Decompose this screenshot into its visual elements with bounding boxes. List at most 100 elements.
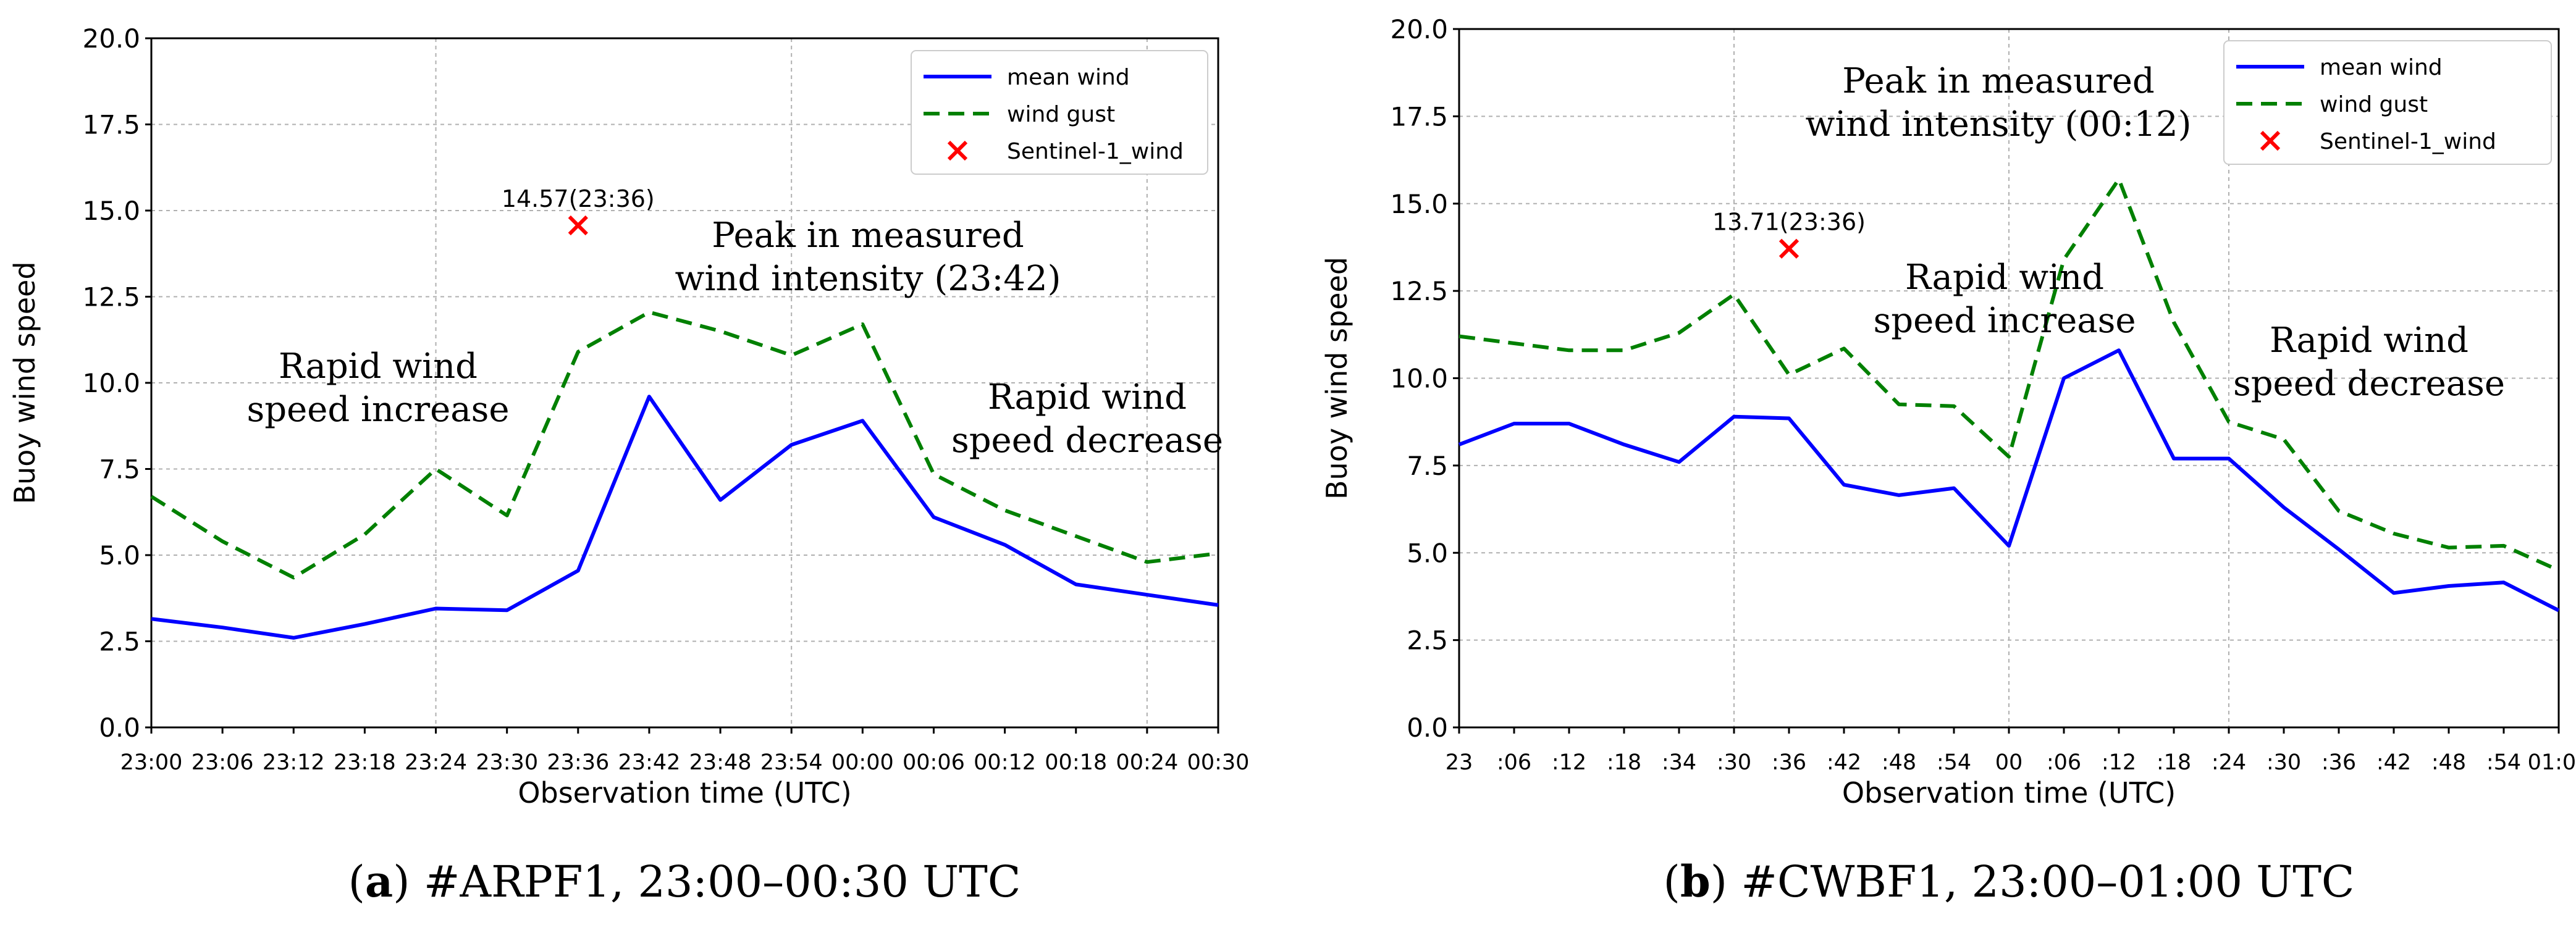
y-tick-label: 0.0 — [1407, 713, 1448, 743]
y-axis-label: Buoy wind speed — [8, 261, 41, 504]
x-tick-label: 23:18 — [334, 750, 396, 775]
x-tick-label: 23:30 — [476, 750, 538, 775]
legend-label: mean wind — [1007, 65, 1130, 90]
y-tick-label: 20.0 — [82, 23, 140, 54]
annotation-text: Rapid wind — [1905, 257, 2104, 298]
x-tick-label: 23:06 — [192, 750, 254, 775]
y-tick-label: 7.5 — [99, 454, 140, 485]
x-tick-label: 00:06 — [903, 750, 965, 775]
x-tick-label: :36 — [1772, 750, 1806, 775]
legend: mean wind wind gust Sentinel-1_wind — [911, 50, 1208, 175]
caption-text: #CWBF1, 23:00–01:00 UTC — [1727, 856, 2354, 907]
y-tick-label: 17.5 — [82, 110, 140, 140]
x-tick-label: 00:12 — [974, 750, 1036, 775]
x-tick-label: :34 — [1662, 750, 1696, 775]
x-axis-label: Observation time (UTC) — [1842, 776, 2176, 810]
legend-marker-swatch — [2260, 130, 2281, 151]
x-tick-label: 23:48 — [689, 750, 752, 775]
marker-value-label: 14.57(23:36) — [502, 185, 655, 212]
x-tick-label: 01:00 — [2528, 750, 2576, 775]
x-tick-label: :18 — [1607, 750, 1641, 775]
x-tick-label: 00:18 — [1045, 750, 1107, 775]
legend-label: Sentinel-1_wind — [1007, 139, 1184, 164]
y-axis-label: Buoy wind speed — [1320, 257, 1353, 500]
legend-label: wind gust — [2320, 92, 2428, 117]
legend-label: Sentinel-1_wind — [2320, 129, 2496, 154]
annotation-text: Rapid wind — [279, 346, 478, 387]
legend-marker-swatch — [947, 140, 968, 161]
annotation-text: wind intensity (00:12) — [1806, 104, 2192, 144]
x-tick-label: 00:24 — [1116, 750, 1178, 775]
marker-value-label: 13.71(23:36) — [1712, 209, 1866, 236]
x-tick-label: :36 — [2321, 750, 2356, 775]
x-tick-label: :54 — [2486, 750, 2521, 775]
y-tick-label: 0.0 — [99, 713, 140, 743]
caption-label: b — [1680, 856, 1711, 907]
y-tick-label: 12.5 — [1390, 276, 1448, 306]
legend: mean wind wind gust Sentinel-1_wind — [2223, 40, 2552, 165]
marker-stroke — [568, 215, 588, 236]
x-tick-label: 23:24 — [405, 750, 467, 775]
caption-paren: ( — [1664, 856, 1680, 907]
annotation-text: Peak in measured — [712, 216, 1024, 256]
annotation-text: wind intensity (23:42) — [675, 259, 1061, 299]
annotation-text: speed increase — [246, 390, 509, 430]
x-tick-label: :30 — [1717, 750, 1751, 775]
series-line-wind-gust — [150, 310, 1219, 580]
annotation-text: Rapid wind — [988, 377, 1187, 417]
x-tick-label: 23 — [1446, 750, 1473, 775]
legend-label: mean wind — [2320, 55, 2443, 80]
x-tick-label: 23:12 — [263, 750, 325, 775]
x-tick-label: :42 — [2376, 750, 2411, 775]
figure-caption: (a) #ARPF1, 23:00–00:30 UTC — [348, 856, 1021, 907]
x-tick-label: 23:36 — [547, 750, 609, 775]
sentinel-marker — [568, 215, 588, 236]
x-tick-label: 00:00 — [831, 750, 894, 775]
legend-box — [2223, 40, 2552, 165]
legend-label: wind gust — [1007, 102, 1115, 127]
y-tick-label: 2.5 — [99, 627, 140, 657]
y-tick-label: 7.5 — [1407, 451, 1448, 481]
caption-paren: ) — [1711, 856, 1727, 907]
x-tick-label: :12 — [2102, 750, 2136, 775]
caption-paren: ( — [348, 856, 365, 907]
y-tick-label: 12.5 — [82, 282, 140, 312]
x-tick-label: 23:00 — [120, 750, 183, 775]
annotation-text: speed decrease — [951, 421, 1223, 461]
x-tick-label: :06 — [1497, 750, 1531, 775]
figure-caption: (b) #CWBF1, 23:00–01:00 UTC — [1664, 856, 2355, 907]
series-line-wind-gust — [1458, 177, 2560, 572]
x-tick-label: :24 — [2212, 750, 2246, 775]
x-tick-label: 23:54 — [760, 750, 823, 775]
x-tick-label: :12 — [1552, 750, 1586, 775]
caption-label: a — [365, 856, 393, 907]
caption-paren: ) — [393, 856, 410, 907]
y-tick-label: 15.0 — [1390, 189, 1448, 219]
chart-panel-b: 0.0 2.5 5.0 7.5 10.0 12.5 15.0 17.5 20.0 23 :06 :12… — [1320, 14, 2576, 907]
y-tick-label: 10.0 — [1390, 364, 1448, 394]
chart-panel-a: 0.0 2.5 5.0 7.5 10.0 12.5 15.0 17.5 20.0 23:00 23:… — [8, 23, 1249, 907]
sentinel-marker — [1778, 238, 1799, 259]
annotation-text: Peak in measured — [1842, 61, 2154, 101]
y-tick-label: 10.0 — [82, 368, 140, 398]
x-tick-label: :54 — [1937, 750, 1971, 775]
x-tick-label: 00:30 — [1187, 750, 1250, 775]
x-tick-label: :42 — [1827, 750, 1861, 775]
annotation-text: Rapid wind — [2270, 320, 2469, 361]
x-tick-label: :48 — [2431, 750, 2466, 775]
series-line-mean-wind — [1458, 348, 2560, 613]
x-axis-label: Observation time (UTC) — [518, 776, 851, 810]
x-tick-label: :06 — [2047, 750, 2081, 775]
caption-text: #ARPF1, 23:00–00:30 UTC — [410, 856, 1021, 907]
y-tick-label: 2.5 — [1407, 626, 1448, 656]
x-tick-label: :30 — [2267, 750, 2301, 775]
y-tick-label: 5.0 — [99, 540, 140, 571]
annotation-text: speed increase — [1873, 301, 2136, 341]
y-tick-label: 17.5 — [1390, 101, 1448, 132]
y-tick-label: 20.0 — [1390, 14, 1448, 44]
y-tick-label: 5.0 — [1407, 538, 1448, 568]
annotation-text: speed decrease — [2233, 364, 2505, 404]
x-tick-label: 23:42 — [618, 750, 680, 775]
x-tick-label: :18 — [2157, 750, 2191, 775]
